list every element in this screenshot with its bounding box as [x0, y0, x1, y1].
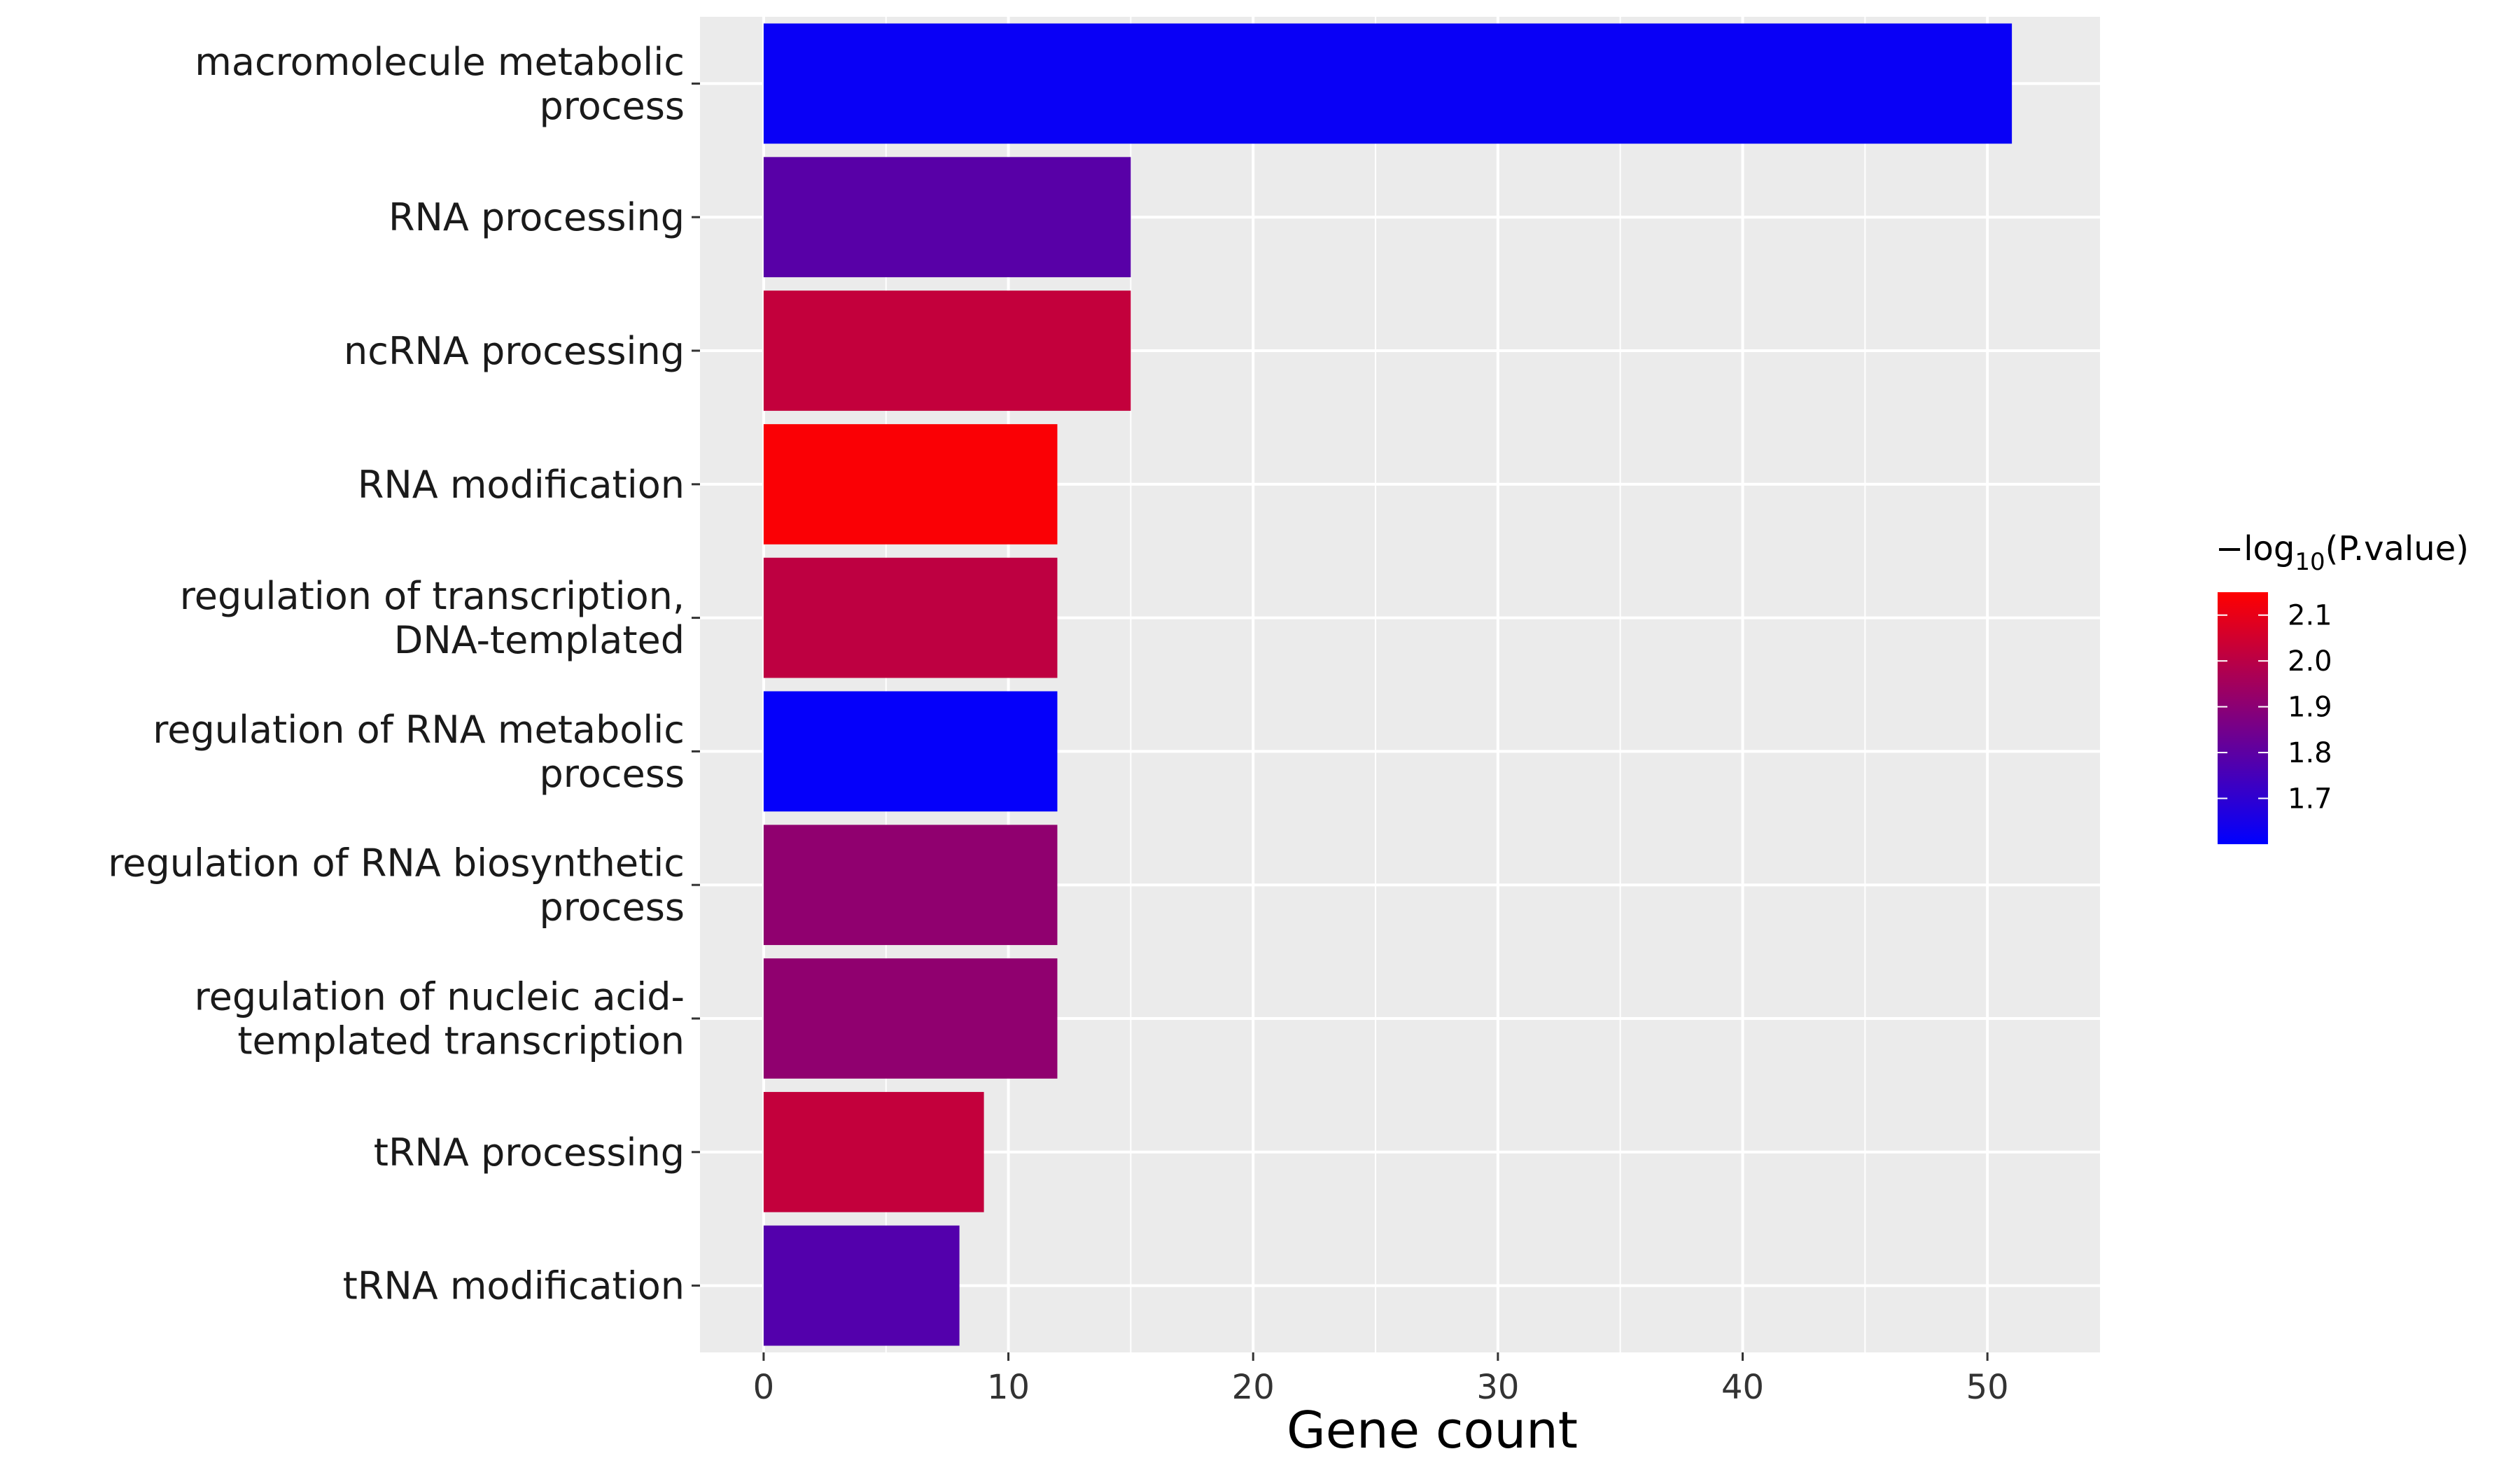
- legend-title-suffix: (P.value): [2325, 529, 2469, 568]
- x-tick-label: 20: [1232, 1368, 1275, 1407]
- legend-tick-label: 1.9: [2288, 692, 2332, 724]
- legend-tick-label: 1.8: [2288, 737, 2332, 769]
- bar: [763, 691, 1058, 812]
- x-tick-label: 40: [1721, 1368, 1764, 1407]
- category-label-line: process: [539, 84, 685, 128]
- bar: [763, 424, 1058, 545]
- category-label: RNA processing: [388, 195, 685, 239]
- legend-ticks: 2.1 2.0 1.9 1.8 1.7: [2218, 600, 2332, 816]
- category-label-line: regulation of nucleic acid-: [195, 975, 685, 1019]
- category-label: regulation of nucleic acid-templated tra…: [195, 975, 685, 1063]
- bar: [763, 157, 1131, 278]
- legend-tick-label: 2.0: [2288, 645, 2332, 678]
- color-legend: −log10(P.value) 2.1 2.0 1.9 1.8 1.7: [2216, 529, 2469, 844]
- category-label: regulation of RNA biosynthetic process: [108, 841, 685, 930]
- legend-tick-label: 1.7: [2288, 783, 2332, 816]
- x-tick-label: 10: [987, 1368, 1030, 1407]
- x-tick-label: 30: [1476, 1368, 1519, 1407]
- legend-title-prefix: −log: [2216, 529, 2295, 568]
- x-tick-label: 50: [1966, 1368, 2009, 1407]
- legend-tick-label: 2.1: [2288, 600, 2332, 632]
- bar: [763, 23, 2012, 144]
- major-gridlines: [700, 17, 2100, 1352]
- category-label-line: tRNA modification: [343, 1264, 685, 1308]
- bar: [763, 1225, 960, 1346]
- bar: [763, 825, 1058, 946]
- category-label-line: RNA processing: [388, 195, 685, 239]
- bar: [763, 1091, 984, 1212]
- bar: [763, 557, 1058, 678]
- category-label: regulation of RNA metabolic process: [153, 708, 685, 796]
- category-label: tRNA processing: [374, 1130, 685, 1175]
- bar: [763, 958, 1058, 1079]
- category-label: regulation of transcription, DNA-template…: [180, 574, 685, 662]
- category-label-line: DNA-templated: [394, 618, 685, 662]
- category-label-line: tRNA processing: [374, 1130, 685, 1175]
- category-label-line: templated transcription: [237, 1019, 685, 1063]
- category-label-line: regulation of transcription,: [180, 574, 685, 618]
- category-label: tRNA modification: [343, 1264, 685, 1308]
- category-label-line: RNA modification: [358, 463, 685, 507]
- legend-colorbar: [2218, 592, 2268, 844]
- bars: [763, 23, 2012, 1346]
- category-label-line: ncRNA processing: [344, 329, 685, 373]
- category-label-line: macromolecule metabolic: [195, 40, 685, 84]
- category-label: RNA modification: [358, 463, 685, 507]
- category-label-line: process: [539, 886, 685, 930]
- legend-title-subscript: 10: [2295, 548, 2325, 576]
- legend-title: −log10(P.value): [2216, 529, 2469, 576]
- x-axis: 0 10 20 30 40 50: [753, 1352, 2009, 1407]
- x-tick-label: 0: [753, 1368, 775, 1407]
- bar: [763, 290, 1131, 411]
- category-label: ncRNA processing: [344, 329, 685, 373]
- category-label-line: process: [539, 752, 685, 796]
- category-label: macromolecule metabolic process: [195, 40, 685, 128]
- x-axis-title: Gene count: [1287, 1401, 1578, 1460]
- category-label-line: regulation of RNA metabolic: [153, 708, 685, 752]
- category-label-line: regulation of RNA biosynthetic: [108, 841, 685, 886]
